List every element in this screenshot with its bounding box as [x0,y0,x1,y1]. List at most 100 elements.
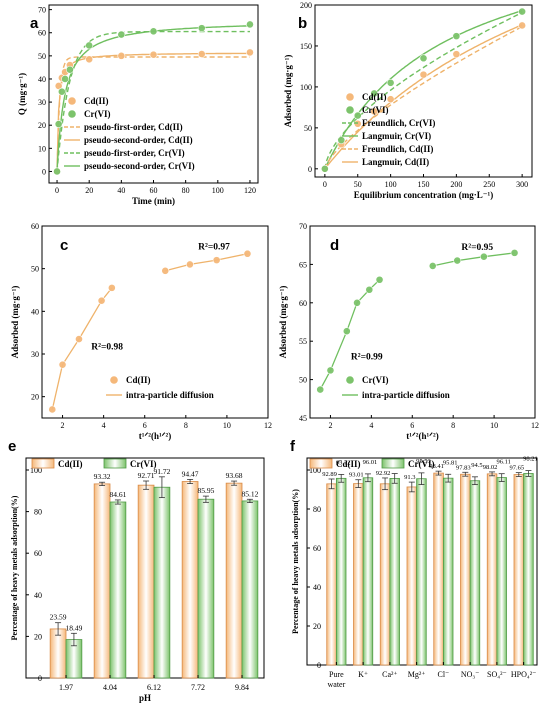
x-tick-label: Mg²⁺ [408,670,426,679]
y-tick-label: 20 [34,632,42,641]
data-point [510,248,519,257]
data-point [316,385,325,394]
data-point [419,54,428,63]
data-point [57,87,66,96]
y-tick-label: 80 [313,505,321,514]
bar [181,481,199,679]
x-axis-label: Equilibrium concentration (mg·L⁻¹) [354,190,493,200]
bar [353,483,364,666]
legend-swatch [309,458,333,469]
data-point [85,55,94,64]
bar [109,501,127,679]
data-point [243,249,252,258]
plot-frame [309,225,536,419]
bar [513,474,525,666]
value-label: 95.53 [416,458,431,465]
data-point [149,50,158,59]
y-tick-label: 40 [313,583,321,592]
value-label: 96.01 [363,459,378,466]
x-tick-label: Pure [329,670,344,679]
legend-label: intra-particle diffusion [126,390,214,400]
x-tick-label: 300 [516,180,528,189]
x-tick-label: 10 [490,421,498,430]
x-tick-label: water [327,680,345,689]
y-tick-label: 70 [38,6,46,15]
y-tick-label: 55 [299,337,307,346]
x-tick-label: 100 [212,186,224,195]
y-tick-label: 40 [34,591,42,600]
y-tick-label: 65 [299,260,307,269]
bar [523,473,534,666]
legend-label: Cd(II) [58,459,83,469]
data-point [479,252,488,261]
x-axis-label: pH [139,693,151,703]
value-label: 92.89 [322,471,337,478]
y-tick-label: 0 [308,165,312,174]
x-tick-label: 2 [61,421,65,430]
data-point [342,327,351,336]
panel-letter: b [298,15,307,32]
legend-swatch [31,458,55,469]
x-tick-label: 4 [369,421,373,430]
data-point [246,20,254,29]
legend-label: Cr(VI) [408,459,435,469]
legend-label: Cr(VI) [84,109,111,119]
x-tick-label: 8 [184,421,188,430]
bar [137,484,155,679]
panel-letter: d [330,237,339,254]
data-point [419,70,428,79]
r2-annotation: R²=0.97 [198,242,230,252]
y-tick-label: 30 [31,350,39,359]
legend-marker [68,110,76,118]
y-axis-label: Adsorbed (mg·g⁻¹) [278,286,288,359]
y-tick-label: 40 [38,75,46,84]
x-tick-label: 10 [223,421,231,430]
r2-annotation: R²=0.98 [91,343,123,353]
r2-annotation: R²=0.99 [351,353,383,363]
fit-curve [324,25,523,170]
data-point [353,119,362,128]
data-point [75,335,83,343]
value-label: 94.5 [471,462,482,469]
bar [389,478,400,666]
x-tick-label: 6 [410,421,414,430]
y-tick-label: 60 [313,544,321,553]
legend-label: pseudo-first-order, Cd(II) [84,122,183,132]
x-tick-label: 0 [55,186,59,195]
data-point [53,167,61,176]
x-tick-label: 20 [85,186,93,195]
data-point [197,50,206,58]
fit-curve [56,56,250,172]
x-tick-label: 1.97 [59,683,73,692]
y-tick-label: 0 [317,661,321,670]
bar [225,482,243,679]
panel-letter: e [8,438,16,455]
x-tick-label: 12 [531,421,539,430]
value-label: 96.11 [496,459,510,466]
y-tick-label: 50 [38,52,46,61]
data-point [66,65,74,74]
fit-curve [324,11,523,169]
x-tick-label: 200 [450,180,462,189]
y-tick-label: 200 [300,1,312,10]
x-tick-label: K⁺ [358,670,368,679]
data-point [326,366,335,375]
y-tick-label: 60 [31,222,39,231]
data-point [365,285,374,294]
bar [335,477,347,666]
x-tick-label: 250 [483,180,495,189]
data-point [246,48,254,57]
value-label: 98.21 [523,456,538,463]
data-point [353,298,361,307]
bar [379,483,391,666]
bar [93,483,111,679]
y-tick-label: 50 [31,265,39,274]
value-label: 95.81 [443,459,458,466]
legend-label: Freundlich, Cd(II) [362,144,433,154]
bar [496,477,507,666]
fit-line [432,252,515,267]
legend-label: pseudo-first-order, Cr(VI) [84,148,185,158]
data-point [107,283,116,292]
data-point [149,27,158,36]
